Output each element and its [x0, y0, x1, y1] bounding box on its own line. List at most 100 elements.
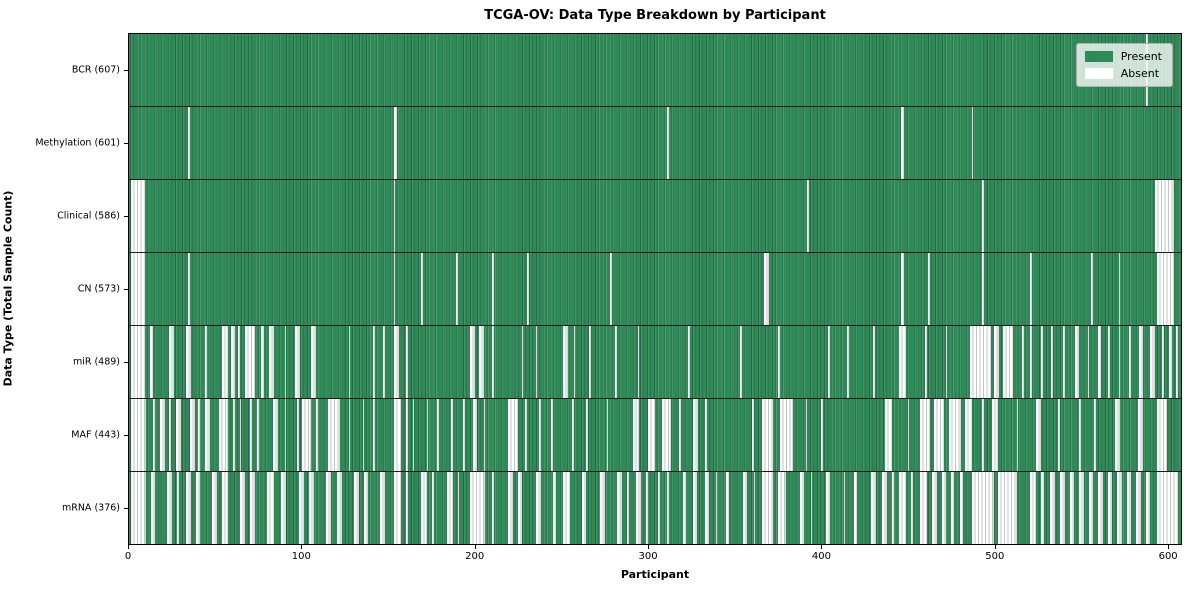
- absent-stripe: [393, 399, 401, 471]
- absent-stripe: [715, 472, 718, 544]
- absent-stripe: [693, 399, 699, 471]
- absent-stripe: [667, 107, 669, 179]
- absent-stripe: [563, 472, 571, 544]
- absent-stripe: [971, 107, 974, 179]
- legend-label-absent: Absent: [1120, 67, 1160, 80]
- absent-stripe: [992, 399, 998, 471]
- absent-stripe: [218, 399, 228, 471]
- absent-stripe: [295, 326, 301, 398]
- absent-stripe: [348, 399, 351, 471]
- y-tick-label-cn: CN (573): [77, 283, 120, 295]
- absent-stripe: [1087, 326, 1090, 398]
- legend-entry-present: Present: [1084, 51, 1162, 62]
- absent-stripe: [900, 107, 905, 179]
- absent-stripe: [753, 472, 756, 544]
- absent-stripe: [315, 399, 318, 471]
- absent-stripe: [627, 472, 630, 544]
- absent-stripe: [1078, 472, 1085, 544]
- absent-stripe: [1149, 326, 1156, 398]
- absent-stripe: [457, 472, 460, 544]
- x-tick-label: 300: [638, 551, 658, 562]
- x-tick-mark: [1168, 545, 1170, 549]
- absent-stripe: [931, 472, 938, 544]
- absent-stripe: [447, 472, 453, 544]
- absent-stripe: [959, 472, 963, 544]
- absent-stripe: [928, 253, 931, 325]
- absent-stripe: [563, 326, 569, 398]
- absent-stripe: [405, 399, 408, 471]
- x-tick-mark: [301, 545, 303, 549]
- absent-stripe: [1016, 399, 1019, 471]
- absent-stripe: [383, 326, 386, 398]
- absent-stripe: [826, 472, 830, 544]
- absent-stripe: [405, 472, 408, 544]
- absent-stripe: [661, 399, 671, 471]
- absent-stripe: [250, 472, 256, 544]
- absent-stripe: [1021, 326, 1024, 398]
- absent-stripe: [393, 107, 398, 179]
- absent-stripe: [492, 472, 495, 544]
- absent-stripe: [635, 472, 642, 544]
- absent-stripe: [1094, 399, 1097, 471]
- absent-stripe: [239, 472, 245, 544]
- x-tick-mark: [821, 545, 823, 549]
- absent-stripe: [964, 399, 972, 471]
- absent-stripe: [658, 472, 661, 544]
- absent-stripe: [1091, 253, 1093, 325]
- absent-stripe: [456, 253, 458, 325]
- absent-stripe: [1051, 326, 1053, 398]
- absent-stripe: [298, 472, 304, 544]
- absent-stripe: [186, 472, 192, 544]
- absent-stripe: [130, 399, 147, 471]
- absent-stripe: [260, 326, 264, 398]
- absent-stripe: [1030, 253, 1033, 325]
- absent-stripe: [599, 472, 605, 544]
- absent-stripe: [582, 472, 586, 544]
- x-tick-label: 0: [124, 551, 132, 562]
- absent-stripe: [175, 399, 181, 471]
- absent-stripe: [1063, 326, 1066, 398]
- absent-stripe: [924, 326, 927, 398]
- absent-stripe: [393, 326, 399, 398]
- absent-stripe: [205, 399, 211, 471]
- x-tick-label: 100: [291, 551, 311, 562]
- absent-stripe: [1146, 472, 1150, 544]
- absent-stripe: [393, 472, 401, 544]
- absent-stripe: [687, 326, 690, 398]
- absent-stripe: [130, 180, 145, 252]
- absent-stripe: [971, 472, 995, 544]
- absent-stripe: [421, 253, 424, 325]
- y-tick-label-maf: MAF (443): [71, 429, 120, 441]
- absent-stripe: [362, 399, 365, 471]
- absent-stripe: [898, 326, 906, 398]
- absent-stripe: [1078, 399, 1081, 471]
- x-tick-mark: [994, 545, 996, 549]
- absent-stripe: [238, 326, 240, 398]
- absent-stripe: [507, 472, 514, 544]
- absent-stripe: [1116, 472, 1123, 544]
- absent-stripe: [1156, 472, 1178, 544]
- absent-stripe: [762, 472, 773, 544]
- absent-stripe: [805, 399, 808, 471]
- absent-stripe: [969, 326, 991, 398]
- absent-stripe: [615, 326, 617, 398]
- absent-stripe: [1137, 399, 1143, 471]
- absent-stripe: [1097, 472, 1104, 544]
- absent-stripe: [762, 399, 773, 471]
- y-tick-label-bcr: BCR (607): [71, 64, 120, 76]
- absent-stripe: [885, 399, 893, 471]
- absent-stripe: [189, 399, 195, 471]
- absent-stripe: [198, 399, 200, 471]
- absent-stripe: [326, 472, 332, 544]
- absent-stripe: [168, 399, 171, 471]
- absent-stripe: [1040, 326, 1043, 398]
- absent-stripe: [302, 399, 311, 471]
- absent-stripe: [632, 399, 640, 471]
- absent-stripe: [187, 253, 190, 325]
- presence-row-methylation: [129, 106, 1181, 179]
- absent-stripe: [405, 326, 408, 398]
- absent-stripe: [828, 326, 830, 398]
- absent-stripe: [933, 399, 944, 471]
- absent-stripe: [725, 472, 730, 544]
- presence-row-bcr: [129, 34, 1181, 106]
